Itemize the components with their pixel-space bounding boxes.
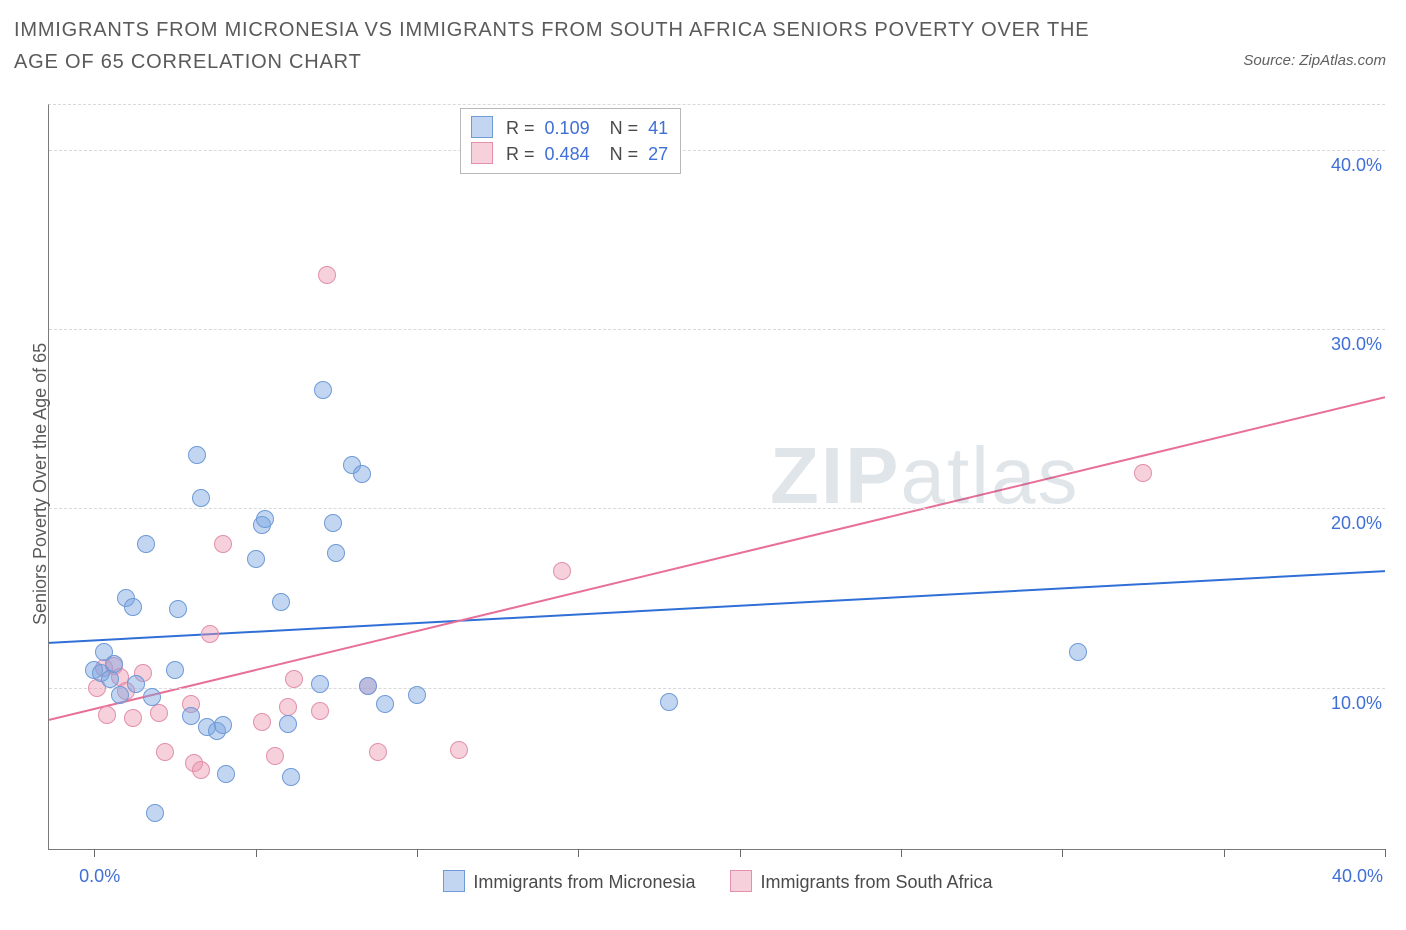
gridline <box>49 508 1385 509</box>
data-point-b <box>253 713 271 731</box>
data-point-a <box>105 655 123 673</box>
data-point-a <box>408 686 426 704</box>
y-axis-label: Seniors Poverty Over the Age of 65 <box>30 343 51 625</box>
x-tick <box>1062 849 1063 857</box>
data-point-a <box>182 707 200 725</box>
data-point-a <box>143 688 161 706</box>
data-point-b <box>369 743 387 761</box>
x-tick <box>417 849 418 857</box>
series-b-chip <box>471 142 493 164</box>
data-point-b <box>214 535 232 553</box>
series-a-r-value: 0.109 <box>545 118 590 138</box>
data-point-b <box>318 266 336 284</box>
data-point-a <box>111 686 129 704</box>
gridline <box>49 688 1385 689</box>
gridline <box>49 329 1385 330</box>
data-point-a <box>188 446 206 464</box>
data-point-b <box>98 706 116 724</box>
y-tick-label: 10.0% <box>1322 693 1382 714</box>
trend-lines-layer <box>49 105 1385 849</box>
r-label: R = <box>506 118 535 138</box>
data-point-a <box>272 593 290 611</box>
stats-row-series-b: R = 0.484 N = 27 <box>471 141 668 167</box>
data-point-a <box>282 768 300 786</box>
series-a-n-value: 41 <box>648 118 668 138</box>
data-point-a <box>166 661 184 679</box>
y-tick-label: 40.0% <box>1322 155 1382 176</box>
data-point-b <box>201 625 219 643</box>
data-point-a <box>353 465 371 483</box>
x-tick <box>901 849 902 857</box>
x-tick <box>1224 849 1225 857</box>
series-b-n-value: 27 <box>648 144 668 164</box>
plot-area <box>48 104 1385 850</box>
x-tick <box>740 849 741 857</box>
x-left-label: 0.0% <box>79 866 120 887</box>
data-point-b <box>124 709 142 727</box>
n-label: N = <box>610 144 639 164</box>
data-point-a <box>214 716 232 734</box>
data-point-a <box>376 695 394 713</box>
data-point-b <box>266 747 284 765</box>
data-point-b <box>192 761 210 779</box>
series-b-r-value: 0.484 <box>545 144 590 164</box>
data-point-a <box>124 598 142 616</box>
data-point-a <box>359 677 377 695</box>
source-attribution: Source: ZipAtlas.com <box>1243 52 1386 69</box>
data-point-a <box>279 715 297 733</box>
data-point-b <box>1134 464 1152 482</box>
data-point-a <box>327 544 345 562</box>
x-tick <box>94 849 95 857</box>
data-point-a <box>311 675 329 693</box>
chart-title: IMMIGRANTS FROM MICRONESIA VS IMMIGRANTS… <box>14 14 1114 78</box>
x-right-label: 40.0% <box>1332 866 1383 887</box>
data-point-a <box>137 535 155 553</box>
trend-line-a <box>49 571 1385 643</box>
series-a-label: Immigrants from Micronesia <box>473 872 695 892</box>
series-a-chip <box>471 116 493 138</box>
r-label: R = <box>506 144 535 164</box>
data-point-b <box>553 562 571 580</box>
y-tick-label: 20.0% <box>1322 513 1382 534</box>
data-point-b <box>450 741 468 759</box>
series-b-chip <box>730 870 752 892</box>
data-point-a <box>127 675 145 693</box>
series-a-chip <box>443 870 465 892</box>
data-point-a <box>660 693 678 711</box>
data-point-a <box>169 600 187 618</box>
data-point-a <box>1069 643 1087 661</box>
data-point-b <box>285 670 303 688</box>
y-tick-label: 30.0% <box>1322 334 1382 355</box>
gridline <box>49 150 1385 151</box>
source-prefix: Source: <box>1243 52 1299 69</box>
data-point-b <box>150 704 168 722</box>
n-label: N = <box>610 118 639 138</box>
x-tick <box>1385 849 1386 857</box>
data-point-a <box>324 514 342 532</box>
stats-row-series-a: R = 0.109 N = 41 <box>471 115 668 141</box>
data-point-a <box>314 381 332 399</box>
data-point-a <box>192 489 210 507</box>
data-point-b <box>311 702 329 720</box>
series-legend: Immigrants from Micronesia Immigrants fr… <box>0 870 1406 893</box>
x-tick <box>256 849 257 857</box>
data-point-b <box>156 743 174 761</box>
data-point-a <box>217 765 235 783</box>
series-b-label: Immigrants from South Africa <box>760 872 992 892</box>
x-tick <box>578 849 579 857</box>
data-point-a <box>247 550 265 568</box>
data-point-a <box>256 510 274 528</box>
data-point-a <box>146 804 164 822</box>
stats-legend: R = 0.109 N = 41 R = 0.484 N = 27 <box>460 108 681 174</box>
source-name: ZipAtlas.com <box>1299 52 1386 69</box>
